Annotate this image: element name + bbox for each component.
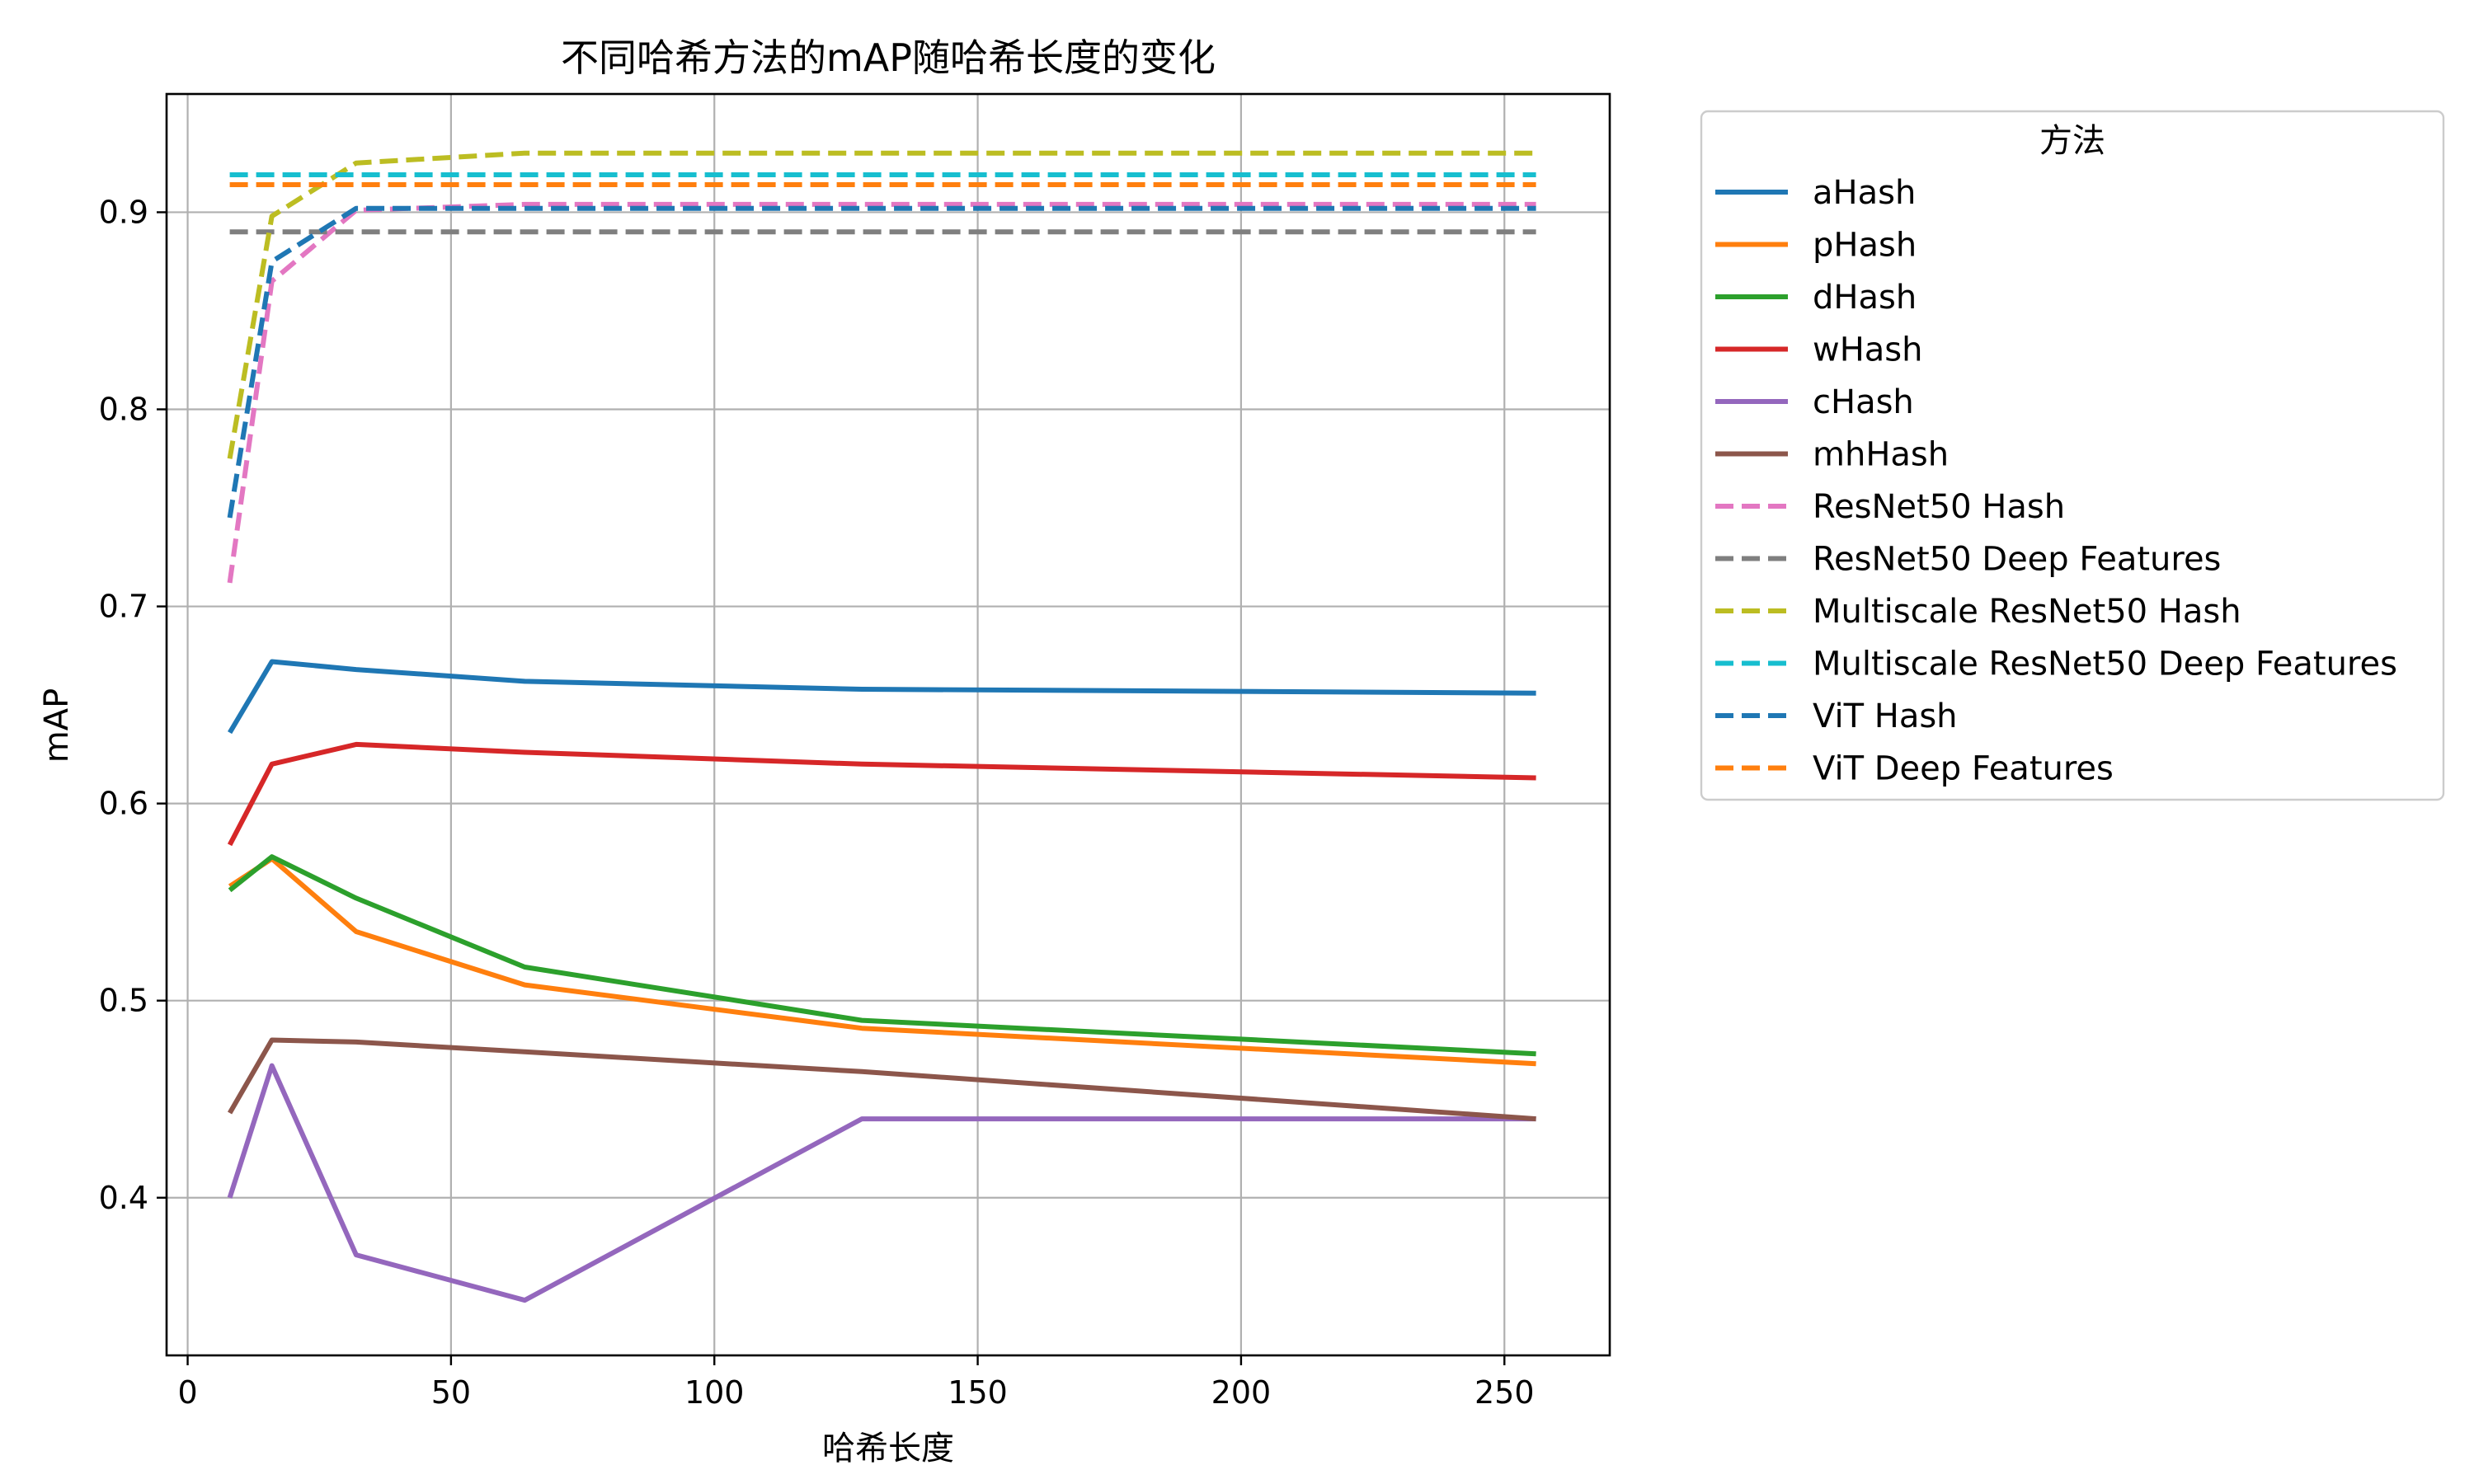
y-tick-label: 0.6	[99, 786, 148, 822]
grid-lines	[167, 94, 1610, 1355]
series-line-phash	[228, 856, 1536, 1067]
x-tick-label: 200	[1211, 1374, 1272, 1411]
series-line-resnet50-hash	[227, 201, 1536, 584]
x-tick-label: 0	[177, 1374, 197, 1411]
series-line-dhash	[228, 854, 1536, 1057]
chart-title: 不同哈希方法的mAP随哈希长度的变化	[561, 35, 1216, 80]
series-line-whash	[227, 741, 1536, 847]
legend-label-chash: cHash	[1813, 383, 1914, 421]
legend-label-resnet50-hash: ResNet50 Hash	[1813, 488, 2065, 526]
series-line-ahash	[228, 659, 1536, 735]
legend-label-vit-hash: ViT Hash	[1813, 697, 1958, 735]
y-tick-label: 0.5	[99, 983, 148, 1019]
series-line-chash	[227, 1063, 1536, 1303]
legend-title: 方法	[2039, 122, 2105, 160]
plot-frame	[165, 92, 1611, 1357]
y-axis-ticks: 0.4 0.5 0.6 0.7 0.8 0.9	[99, 194, 167, 1216]
series-line-mhhash	[228, 1037, 1536, 1122]
legend-items: aHash pHash dHash wHash cHash mhHash ResNet50 …	[1715, 174, 2397, 788]
legend-label-mhhash: mhHash	[1813, 436, 1949, 474]
y-tick-label: 0.4	[99, 1180, 148, 1216]
series-line-vit-hash	[227, 205, 1536, 519]
x-tick-label: 50	[431, 1374, 471, 1411]
legend-label-resnet50-deep-features: ResNet50 Deep Features	[1813, 541, 2221, 579]
legend-label-multiscale-resnet50-hash: Multiscale ResNet50 Hash	[1813, 593, 2241, 631]
x-axis-label: 哈希长度	[822, 1430, 954, 1468]
legend-label-multiscale-resnet50-deep-features: Multiscale ResNet50 Deep Features	[1813, 646, 2397, 683]
y-tick-label: 0.7	[99, 589, 148, 625]
series-line-multiscale-resnet50-hash	[227, 150, 1536, 459]
y-tick-label: 0.9	[99, 194, 148, 230]
x-axis-ticks: 0 50 100 150 200 250	[177, 1355, 1535, 1411]
plot-area-series	[227, 150, 1536, 1303]
legend-label-dhash: dHash	[1813, 279, 1917, 317]
x-tick-label: 100	[684, 1374, 745, 1411]
legend-label-ahash: aHash	[1813, 174, 1916, 212]
legend: 方法 aHash pHash dHash wHash cHash mhHash ResNet…	[1700, 110, 2445, 801]
legend-label-whash: wHash	[1813, 331, 1923, 369]
legend-label-phash: pHash	[1813, 227, 1917, 265]
x-tick-label: 250	[1475, 1374, 1535, 1411]
y-tick-label: 0.8	[99, 392, 148, 428]
y-axis-label: mAP	[38, 688, 76, 763]
legend-box	[1700, 110, 2445, 801]
legend-label-vit-deep-features: ViT Deep Features	[1813, 750, 2114, 788]
x-tick-label: 150	[948, 1374, 1008, 1411]
